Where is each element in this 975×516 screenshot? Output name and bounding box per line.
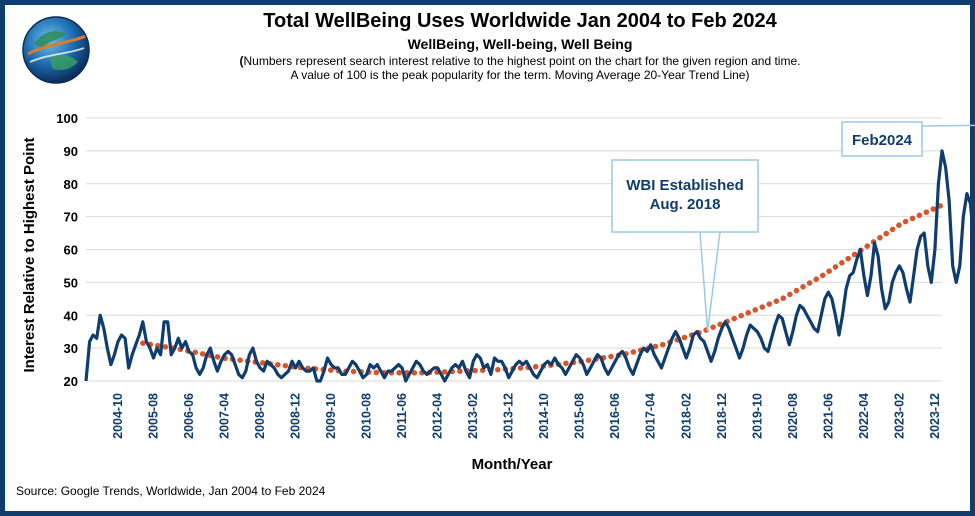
callout-pointer <box>699 231 709 332</box>
x-tick-label: 2023-02 <box>892 393 906 439</box>
x-tick-label: 2014-10 <box>537 393 551 439</box>
y-tick-label: 50 <box>64 275 78 290</box>
x-tick-label: 2016-06 <box>608 393 622 439</box>
y-axis: 20 30 40 50 60 70 80 90 100 <box>56 111 78 389</box>
x-tick-label: 2018-02 <box>679 393 693 439</box>
y-tick-label: 90 <box>64 144 78 159</box>
y-tick-label: 30 <box>64 341 78 356</box>
x-axis-label: Month/Year <box>472 456 553 473</box>
x-tick-label: 2020-08 <box>786 393 800 439</box>
chart-note: (Numbers represent search interest relat… <box>100 54 940 82</box>
callout-label: Aug. 2018 <box>650 196 721 213</box>
x-tick-label: 2004-10 <box>111 393 125 439</box>
y-tick-label: 40 <box>64 308 78 323</box>
x-tick-label: 2009-10 <box>324 393 338 439</box>
x-tick-label: 2012-04 <box>431 393 445 439</box>
y-tick-label: 70 <box>64 210 78 225</box>
x-tick-label: 2013-12 <box>502 393 516 439</box>
x-tick-label: 2005-08 <box>147 393 161 439</box>
callout-box <box>611 159 759 233</box>
x-tick-label: 2022-04 <box>857 393 871 439</box>
note-line-2: A value of 100 is the peak popularity fo… <box>290 68 750 82</box>
note-line-1: Numbers represent search interest relati… <box>243 54 801 68</box>
callout-label: Feb2024 <box>852 132 913 149</box>
chart-title: Total WellBeing Uses Worldwide Jan 2004 … <box>263 10 777 32</box>
series-layer <box>84 149 975 383</box>
chart-subtitle: WellBeing, Well-being, Well Being <box>407 36 633 52</box>
x-tick-label: 2019-10 <box>750 393 764 439</box>
x-tick-label: 2015-08 <box>573 393 587 439</box>
y-tick-label: 60 <box>64 243 78 258</box>
y-axis-label: Interest Relative to Highest Point <box>21 137 38 372</box>
x-tick-label: 2021-06 <box>821 393 835 439</box>
series-line <box>84 149 975 383</box>
grid-layer <box>86 117 942 382</box>
source-note: Source: Google Trends, Worldwide, Jan 20… <box>16 484 326 498</box>
callout-box <box>841 121 923 157</box>
x-tick-label: 2008-12 <box>289 393 303 439</box>
x-tick-label: 2007-04 <box>218 393 232 439</box>
note-open-paren: ( <box>239 54 244 68</box>
x-tick-label: 2008-02 <box>253 393 267 439</box>
x-axis: 2004-10 2005-08 2006-06 2007-04 2008-02 2008-… <box>111 393 942 439</box>
y-tick-label: 80 <box>64 177 78 192</box>
callout-pointer <box>706 231 721 332</box>
x-tick-label: 2010-08 <box>360 393 374 439</box>
annotations: WBI Established Aug. 2018 Feb2024 <box>611 121 975 332</box>
callout-pointer <box>921 124 975 127</box>
x-tick-label: 2023-12 <box>928 393 942 439</box>
x-tick-label: 2006-06 <box>182 393 196 439</box>
x-tick-label: 2013-02 <box>466 393 480 439</box>
y-tick-label: 100 <box>56 111 78 126</box>
x-tick-label: 2011-06 <box>395 393 409 438</box>
x-tick-label: 2018-12 <box>715 393 729 439</box>
globe-icon <box>22 16 90 84</box>
y-tick-label: 20 <box>64 374 78 389</box>
callout-label: WBI Established <box>626 177 744 194</box>
x-tick-label: 2017-04 <box>644 393 658 439</box>
